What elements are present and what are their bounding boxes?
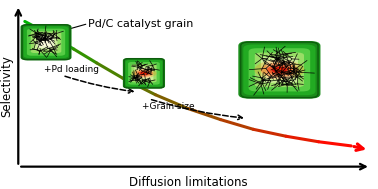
FancyBboxPatch shape [125,60,163,87]
FancyBboxPatch shape [261,57,298,83]
Ellipse shape [135,70,153,77]
FancyBboxPatch shape [239,41,321,99]
FancyBboxPatch shape [140,70,148,76]
Ellipse shape [132,68,156,78]
Ellipse shape [276,68,283,71]
FancyBboxPatch shape [255,53,304,87]
Ellipse shape [142,73,146,74]
FancyBboxPatch shape [20,24,71,60]
Text: Pd/C catalyst grain: Pd/C catalyst grain [88,19,194,29]
FancyBboxPatch shape [34,34,57,50]
FancyBboxPatch shape [38,36,54,48]
Ellipse shape [272,67,287,73]
FancyBboxPatch shape [135,67,153,80]
Ellipse shape [260,63,298,77]
FancyBboxPatch shape [137,68,151,78]
Text: Diffusion limitations: Diffusion limitations [129,176,247,189]
FancyBboxPatch shape [131,64,156,82]
FancyBboxPatch shape [271,64,288,76]
Ellipse shape [254,60,305,80]
FancyBboxPatch shape [23,26,68,58]
FancyBboxPatch shape [41,39,51,46]
Ellipse shape [140,72,148,75]
Ellipse shape [138,71,150,76]
Ellipse shape [267,65,292,75]
FancyBboxPatch shape [27,29,65,56]
Text: +Pd loading: +Pd loading [44,65,99,74]
Text: +Grain size: +Grain size [142,102,195,111]
FancyBboxPatch shape [249,48,310,91]
Text: Selectivity: Selectivity [0,56,13,117]
FancyBboxPatch shape [31,31,61,53]
FancyBboxPatch shape [123,58,165,88]
FancyBboxPatch shape [243,44,316,95]
FancyBboxPatch shape [266,61,293,79]
FancyBboxPatch shape [128,62,160,85]
